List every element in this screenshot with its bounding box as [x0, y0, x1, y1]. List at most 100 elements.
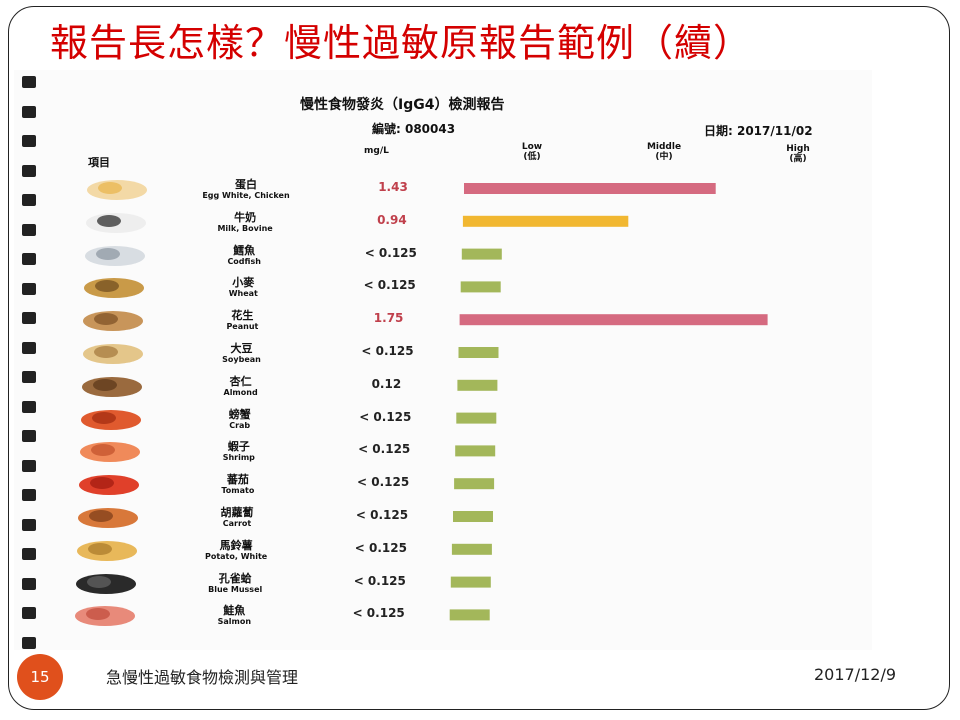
binder-ring — [22, 282, 36, 295]
column-header-item: 項目 — [88, 156, 110, 169]
food-name-en: Tomato — [221, 486, 255, 496]
binder-ring — [22, 341, 36, 354]
food-name-en: Blue Mussel — [208, 584, 263, 594]
scale-middle-en: Middle — [646, 142, 682, 152]
binder-ring — [22, 636, 36, 649]
bar-milk-bovine — [462, 215, 629, 227]
value-label: 1.43 — [378, 180, 408, 194]
food-name-zh: 牛奶 — [234, 210, 257, 224]
binder-ring — [22, 223, 36, 236]
egg-icon — [84, 176, 150, 202]
scale-high-label: High (高) — [778, 144, 818, 164]
value-label: < 0.125 — [359, 409, 412, 424]
binder-ring — [22, 135, 36, 147]
column-header-unit: mg/L — [364, 146, 389, 156]
binder-ring — [22, 489, 36, 501]
value-label: < 0.125 — [354, 540, 407, 555]
value-label: < 0.125 — [364, 245, 417, 260]
value-label: < 0.125 — [363, 278, 416, 293]
value-label: < 0.125 — [352, 606, 405, 621]
value-label: < 0.125 — [358, 442, 411, 457]
food-name-en: Egg White, Chicken — [202, 191, 290, 200]
food-name-zh: 小麥 — [232, 276, 255, 290]
binder-ring — [22, 371, 36, 383]
food-name-en: Milk, Bovine — [217, 223, 273, 233]
food-name-zh: 孔雀蛤 — [218, 571, 252, 585]
binder-ring — [22, 459, 36, 472]
crab-icon — [78, 406, 144, 432]
food-name-zh: 杏仁 — [229, 374, 252, 388]
food-name-en: Potato, White — [204, 551, 268, 561]
bar-blue-mussel — [450, 576, 491, 588]
food-name-zh: 蕃茄 — [226, 473, 249, 487]
food-name-en: Soybean — [222, 355, 261, 364]
food-name-zh: 螃蟹 — [228, 407, 251, 421]
food-name-zh: 大豆 — [230, 342, 253, 355]
food-name-en: Codfish — [227, 256, 261, 266]
scale-low-en: Low — [521, 142, 543, 152]
food-name-zh: 馬鈴薯 — [219, 538, 253, 552]
bar-soybean — [458, 347, 499, 358]
slide-title: 報告長怎樣？慢性過敏原報告範例（續） — [50, 21, 753, 65]
scale-high-en: High — [786, 144, 810, 154]
binder-ring — [22, 194, 36, 206]
food-name-zh: 花生 — [231, 309, 254, 323]
binder-ring — [22, 76, 36, 88]
bar-egg-white-chicken — [464, 183, 716, 194]
bar-shrimp — [455, 445, 496, 457]
page-number-badge: 15 — [17, 654, 63, 700]
food-name-en: Peanut — [226, 322, 259, 332]
food-name-zh: 胡蘿蔔 — [220, 506, 254, 519]
value-label: 1.75 — [373, 311, 404, 326]
food-name-zh: 蝦子 — [227, 440, 250, 454]
food-name-en: Crab — [229, 420, 251, 430]
scale-middle-label: Middle (中) — [640, 142, 688, 162]
milk-icon — [83, 209, 149, 235]
footer-date: 2017/12/9 — [814, 665, 897, 684]
scale-low-label: Low (低) — [512, 142, 552, 162]
scale-middle-zh: (中) — [655, 152, 673, 162]
shrimp-icon — [77, 438, 143, 464]
bar-tomato — [454, 478, 495, 490]
bar-potato-white — [451, 543, 492, 555]
almond-icon — [79, 373, 145, 399]
binder-ring — [22, 548, 36, 560]
scanned-report — [14, 70, 872, 650]
food-name-zh: 蛋白 — [235, 178, 257, 191]
binder-ring — [22, 430, 36, 442]
salmon-icon — [72, 602, 138, 628]
tomato-icon — [76, 471, 142, 497]
binder-ring — [22, 607, 36, 619]
binder-ring — [22, 400, 36, 413]
wheat-icon — [81, 274, 147, 300]
report-title: 慢性食物發炎（IgG4）檢測報告 — [300, 97, 505, 113]
soybean-icon — [80, 340, 146, 366]
food-name-en: Wheat — [228, 289, 258, 299]
binder-ring — [22, 518, 36, 531]
food-name-en: Salmon — [217, 617, 252, 627]
report-date: 日期: 2017/11/02 — [704, 124, 813, 138]
scale-low-zh: (低) — [523, 152, 541, 162]
binder-ring — [22, 312, 36, 324]
value-label: < 0.125 — [353, 573, 406, 588]
value-label: 0.12 — [371, 376, 402, 391]
value-label: < 0.125 — [356, 475, 410, 490]
peanut-icon — [80, 307, 146, 333]
bar-peanut — [459, 314, 768, 326]
food-name-zh: 鮭魚 — [223, 604, 246, 618]
bar-almond — [457, 379, 498, 391]
binder-ring — [22, 105, 36, 118]
food-name-zh: 鱈魚 — [233, 243, 256, 257]
value-label: < 0.125 — [355, 508, 409, 522]
mussel-icon — [73, 570, 139, 596]
report-number: 編號: 080043 — [372, 122, 456, 136]
value-label: < 0.125 — [361, 344, 414, 358]
bar-wheat — [460, 281, 501, 293]
food-name-en: Carrot — [222, 519, 252, 528]
bar-carrot — [453, 511, 493, 522]
value-label: 0.94 — [377, 212, 407, 227]
binder-ring — [22, 253, 36, 265]
fish-icon — [82, 242, 148, 268]
scale-high-zh: (高) — [789, 154, 807, 164]
